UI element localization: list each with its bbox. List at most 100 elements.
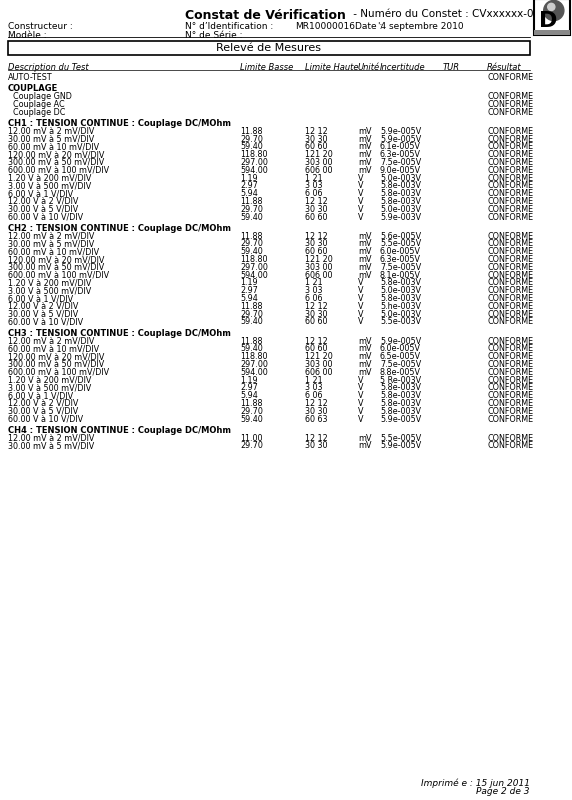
Text: 5.9e-003V: 5.9e-003V [380,213,421,222]
Text: 5.9e-005V: 5.9e-005V [380,442,421,450]
Text: 5.8e-003V: 5.8e-003V [380,278,421,287]
Text: 5.0e-003V: 5.0e-003V [380,174,421,182]
Text: 59.40: 59.40 [240,213,263,222]
Text: CONFORME: CONFORME [487,263,533,272]
Text: 6.0e-005V: 6.0e-005V [380,344,421,354]
Text: 12 12: 12 12 [305,434,328,442]
Text: CH4 : TENSION CONTINUE : Couplage DC/MOhm: CH4 : TENSION CONTINUE : Couplage DC/MOh… [8,426,231,435]
Text: 5.8e-003V: 5.8e-003V [380,197,421,206]
Text: Constat de Vérification: Constat de Vérification [185,9,345,22]
Text: CONFORME: CONFORME [487,92,533,101]
Text: CONFORME: CONFORME [487,134,533,143]
Text: 606 00: 606 00 [305,368,332,377]
Text: 1 21: 1 21 [305,375,323,385]
Text: 8.8e-005V: 8.8e-005V [380,368,421,377]
Text: 600.00 mV à 100 mV/DIV: 600.00 mV à 100 mV/DIV [8,270,109,280]
Text: V: V [358,174,363,182]
Text: 1 21: 1 21 [305,278,323,287]
Text: 60 60: 60 60 [305,213,328,222]
Text: CONFORME: CONFORME [487,318,533,326]
Text: mV: mV [358,344,371,354]
Text: 60 60: 60 60 [305,142,328,151]
Text: CONFORME: CONFORME [487,442,533,450]
Text: 12.00 mV à 2 mV/DIV: 12.00 mV à 2 mV/DIV [8,126,94,136]
Text: mV: mV [358,270,371,280]
Text: V: V [358,383,363,392]
Text: 60 60: 60 60 [305,318,328,326]
Text: 6.0e-005V: 6.0e-005V [380,247,421,256]
Text: 30 30: 30 30 [305,205,328,214]
Text: 5.5e-005V: 5.5e-005V [380,434,421,442]
Text: 29.70: 29.70 [240,442,263,450]
Text: CONFORME: CONFORME [487,278,533,287]
Text: 6.3e-005V: 6.3e-005V [380,255,421,264]
Text: 30 30: 30 30 [305,442,328,450]
Bar [534,0,570,35]
Text: 30.00 V à 5 V/DIV: 30.00 V à 5 V/DIV [8,406,78,416]
Text: 12.00 V à 2 V/DIV: 12.00 V à 2 V/DIV [8,302,78,311]
Text: 60.00 mV à 10 mV/DIV: 60.00 mV à 10 mV/DIV [8,344,99,354]
Text: 3 03: 3 03 [305,182,323,190]
Text: 12.00 V à 2 V/DIV: 12.00 V à 2 V/DIV [8,197,78,206]
Text: CONFORME: CONFORME [487,108,533,117]
Text: CONFORME: CONFORME [487,247,533,256]
Text: CONFORME: CONFORME [487,337,533,346]
Text: 60.00 mV à 10 mV/DIV: 60.00 mV à 10 mV/DIV [8,142,99,151]
Text: 8.1e-005V: 8.1e-005V [380,270,421,280]
Text: V: V [358,278,363,287]
Text: Unité: Unité [358,63,380,72]
Text: 5.94: 5.94 [240,391,258,400]
Text: 12 12: 12 12 [305,337,328,346]
Text: 118.80: 118.80 [240,352,268,361]
Text: 60 63: 60 63 [305,414,328,423]
Text: 5.0e-003V: 5.0e-003V [380,205,421,214]
Text: 5.8e-003V: 5.8e-003V [380,182,421,190]
Text: 59.40: 59.40 [240,247,263,256]
Text: V: V [358,182,363,190]
Text: 5.94: 5.94 [240,294,258,303]
Text: N° d’Identification :: N° d’Identification : [185,22,273,31]
Text: '4 septembre 2010: '4 septembre 2010 [378,22,464,31]
Text: CONFORME: CONFORME [487,302,533,311]
Text: 11.88: 11.88 [240,302,263,311]
Text: Relevé de Mesures: Relevé de Mesures [216,43,321,53]
Text: CONFORME: CONFORME [487,360,533,369]
Text: CONFORME: CONFORME [487,270,533,280]
Text: CONFORME: CONFORME [487,414,533,423]
Text: CONFORME: CONFORME [487,406,533,416]
Text: 11.88: 11.88 [240,126,263,136]
Text: 7.5e-005V: 7.5e-005V [380,263,421,272]
Text: 12.00 V à 2 V/DIV: 12.00 V à 2 V/DIV [8,399,78,408]
Text: 29.70: 29.70 [240,239,263,249]
Text: 6.00 V à 1 V/DIV: 6.00 V à 1 V/DIV [8,294,73,303]
Text: CONFORME: CONFORME [487,189,533,198]
Text: 5.8e-003V: 5.8e-003V [380,383,421,392]
Text: 59.40: 59.40 [240,344,263,354]
Text: 120.00 mV à 20 mV/DIV: 120.00 mV à 20 mV/DIV [8,255,104,264]
Text: Imprimé e : 15 jun 2011: Imprimé e : 15 jun 2011 [421,778,530,787]
Text: mV: mV [358,232,371,241]
Text: 1.19: 1.19 [240,278,257,287]
Text: 300.00 mV à 50 mV/DIV: 300.00 mV à 50 mV/DIV [8,263,104,272]
Text: 3 03: 3 03 [305,383,323,392]
Text: V: V [358,414,363,423]
Text: 5.94: 5.94 [240,189,258,198]
Text: Limite Haute: Limite Haute [305,63,359,72]
Text: CONFORME: CONFORME [487,344,533,354]
Text: Incertitude: Incertitude [380,63,426,72]
Text: 11.88: 11.88 [240,197,263,206]
Text: mV: mV [358,166,371,174]
Text: CONFORME: CONFORME [487,368,533,377]
Text: 3.00 V à 500 mV/DIV: 3.00 V à 500 mV/DIV [8,286,92,295]
Text: 9.0e-005V: 9.0e-005V [380,166,421,174]
Text: mV: mV [358,442,371,450]
Text: mV: mV [358,255,371,264]
Text: 12 12: 12 12 [305,126,328,136]
Text: 1.20 V à 200 mV/DIV: 1.20 V à 200 mV/DIV [8,174,92,182]
Text: 59.40: 59.40 [240,318,263,326]
Text: 30.00 mV à 5 mV/DIV: 30.00 mV à 5 mV/DIV [8,442,94,450]
Text: V: V [358,294,363,303]
Text: 5.he-003V: 5.he-003V [380,302,421,311]
Text: CONFORME: CONFORME [487,197,533,206]
Text: 5.9e-005V: 5.9e-005V [380,337,421,346]
